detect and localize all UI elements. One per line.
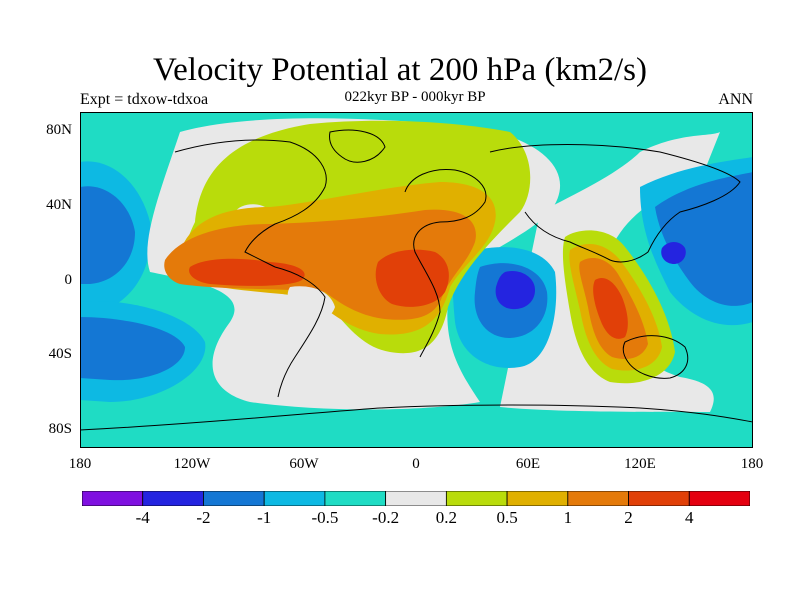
season-label: ANN (718, 91, 753, 108)
colorbar-label: 1 (563, 508, 573, 527)
lat-tick-80n: 80N (46, 122, 72, 138)
coast-north-america (174, 139, 327, 268)
colorbar-label: -0.5 (311, 508, 339, 527)
colorbar-label: -1 (257, 508, 272, 527)
lat-tick-40s: 40S (48, 346, 72, 362)
colorbar-swatch (506, 491, 569, 506)
map-frame (80, 112, 753, 448)
lon-tick-60w: 60W (289, 456, 319, 472)
colorbar-label: 4 (685, 508, 694, 527)
colorbar-swatch (142, 491, 204, 506)
contour-neg-wpac-mid (655, 172, 753, 306)
colorbar-swatch (203, 491, 265, 506)
contour-pos-4-americas (189, 258, 305, 286)
colorbar-swatch (628, 491, 690, 506)
colorbar-label: -2 (196, 508, 211, 527)
colorbar (82, 491, 750, 506)
map-panel (80, 112, 753, 448)
lon-tick-180w: 180 (68, 456, 92, 472)
colorbar-label: 0.5 (496, 508, 518, 527)
contour-map (80, 112, 753, 448)
coast-europe-africa (404, 168, 487, 358)
lon-tick-120w: 120W (173, 456, 211, 472)
contour-neg-west-pacific-inner (80, 186, 135, 284)
plot-title: Velocity Potential at 200 hPa (km2/s) (152, 52, 648, 88)
colorbar-swatch (263, 491, 326, 506)
contour-neg-south-pacific-inner (80, 317, 185, 381)
lat-tick-0: 0 (64, 272, 73, 288)
colorbar-label: -0.2 (372, 508, 400, 527)
lat-tick-80s: 80S (48, 421, 72, 437)
lat-tick-40n: 40N (46, 197, 72, 213)
contour-pos-mc-4 (593, 277, 628, 339)
experiment-label: Expt = tdxow-tdxoa (80, 91, 209, 108)
coast-asia (489, 144, 741, 263)
colorbar-swatch (385, 491, 447, 506)
lon-tick-0: 0 (412, 456, 420, 472)
coast-antarctica (80, 404, 753, 431)
contour-neutral-east (500, 132, 720, 412)
colorbar-label: 0.2 (435, 508, 457, 527)
coast-greenland (329, 129, 386, 163)
contour-pos-4-africa (375, 249, 449, 307)
colorbar-swatch (688, 491, 750, 506)
colorbar-label: 2 (624, 508, 633, 527)
colorbar-swatch (324, 491, 387, 506)
plot-subtitle: 022kyr BP - 000kyr BP (344, 89, 486, 105)
lon-tick-180e: 180 (740, 456, 764, 472)
colorbar-swatch (567, 491, 629, 506)
colorbar-swatch (445, 491, 508, 506)
contour-neg-indian-core (495, 271, 535, 310)
coast-australia (622, 335, 689, 379)
lon-tick-120e: 120E (624, 456, 656, 472)
coast-south-america (274, 266, 326, 398)
colorbar-label: -4 (135, 508, 150, 527)
lon-tick-60e: 60E (515, 456, 541, 472)
contour-neg-wpac-core (661, 242, 686, 264)
colorbar-swatch (82, 491, 144, 506)
coastlines (80, 129, 753, 431)
